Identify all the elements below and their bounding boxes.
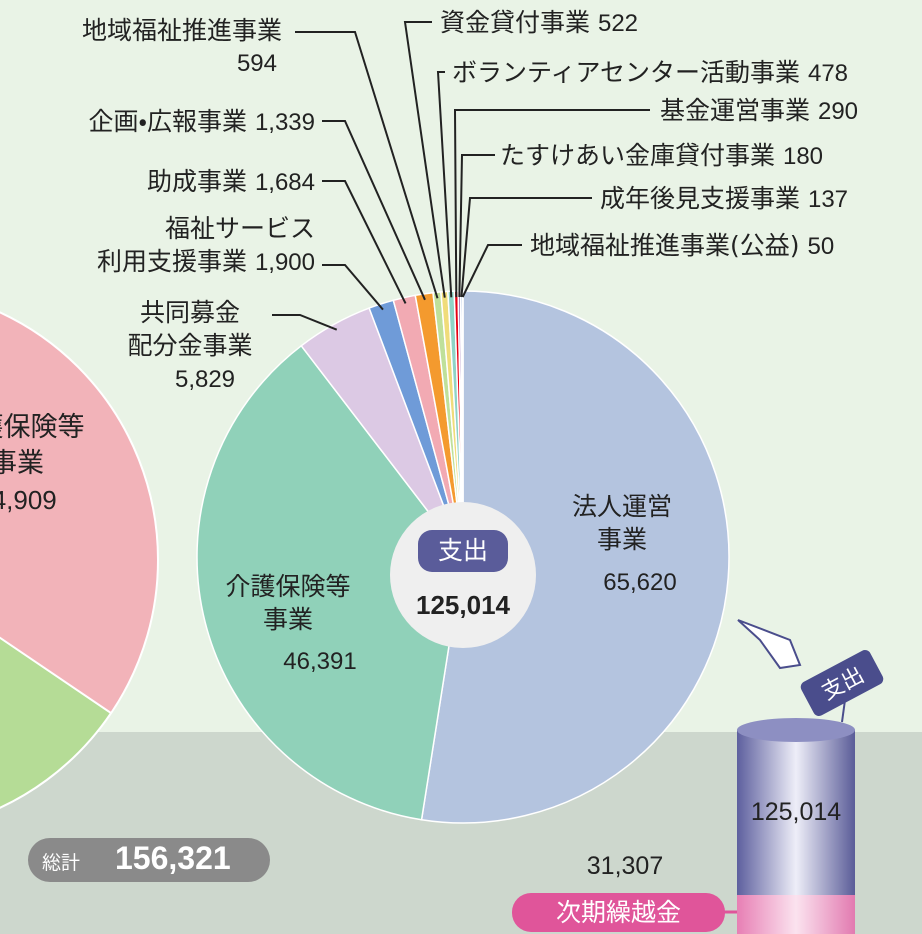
slice-label: 資金貸付事業 522 [440, 6, 840, 40]
slice-name: 地域福祉推進事業(公益) [530, 231, 800, 260]
slice-value: 522 [598, 10, 638, 37]
slice-label: ボランティアセンター活動事業 478 [452, 56, 852, 90]
leader-line [295, 32, 438, 298]
slice-name: 法人運営 事業 [572, 492, 672, 554]
leader-line [459, 155, 495, 297]
slice-name: 企画・広報事業 [88, 107, 247, 136]
income-name: 介護保険等 事業 [0, 412, 85, 479]
slice-value: 1,900 [255, 249, 315, 276]
slice-label: 法人運営 事業 [422, 490, 822, 556]
slice-label: 介護保険等 事業 [88, 570, 488, 636]
leader-line [322, 181, 406, 303]
slice-label: たすけあい金庫貸付事業 180 [500, 139, 900, 173]
carryover-cylinder [737, 895, 855, 934]
slice-value: 50 [807, 233, 834, 260]
slice-name: 成年後見支援事業 [600, 184, 800, 213]
slice-label: 成年後見支援事業 137 [600, 182, 922, 216]
slice-value: 65,620 [440, 566, 840, 599]
income-value: 44,909 [0, 485, 57, 515]
slice-name: 助成事業 [147, 167, 247, 196]
carryover-label: 次期繰越金 [512, 893, 725, 932]
income-label: 介護保険等 事業 44,909 [0, 410, 117, 519]
slice-value: 180 [783, 143, 823, 170]
carryover-value: 31,307 [570, 852, 680, 881]
slice-value: 1,339 [255, 109, 315, 136]
total-label: 総計 [42, 848, 80, 875]
slice-label: 企画・広報事業 1,339 [0, 105, 315, 139]
slice-label: 地域福祉推進事業 [0, 14, 282, 47]
leader-line [463, 245, 522, 297]
pointing-hand [738, 620, 800, 668]
slice-label: 基金運営事業 290 [660, 94, 922, 128]
slice-name: ボランティアセンター活動事業 [452, 58, 800, 87]
cylinder-top [737, 718, 855, 742]
slice-value: 290 [818, 98, 858, 125]
slice-value: 5,829 [5, 363, 405, 396]
slice-name: 介護保険等 事業 [225, 572, 350, 634]
infographic: 介護保険等 事業 44,909 支出 125,014 総計 156,321 12… [0, 0, 922, 934]
expense-value: 125,014 [737, 798, 855, 827]
slice-label: 福祉サービス 利用支援事業 1,900 [0, 212, 315, 279]
slice-label: 共同募金 配分金事業 [0, 296, 390, 362]
slice-label: 地域福祉推進事業(公益) 50 [530, 229, 922, 263]
slice-value: 137 [808, 186, 848, 213]
slice-name: 地域福祉推進事業 [82, 16, 282, 45]
slice-value: 594 [0, 47, 277, 80]
slice-value: 46,391 [120, 645, 520, 678]
slice-name: 基金運営事業 [660, 96, 810, 125]
slice-name: たすけあい金庫貸付事業 [500, 141, 775, 170]
slice-name: 共同募金 配分金事業 [127, 298, 252, 360]
slice-label: 助成事業 1,684 [0, 165, 315, 199]
slice-value: 1,684 [255, 169, 315, 196]
slice-value: 478 [808, 60, 848, 87]
slice-name: 資金貸付事業 [440, 8, 590, 37]
total-value: 156,321 [115, 840, 231, 877]
